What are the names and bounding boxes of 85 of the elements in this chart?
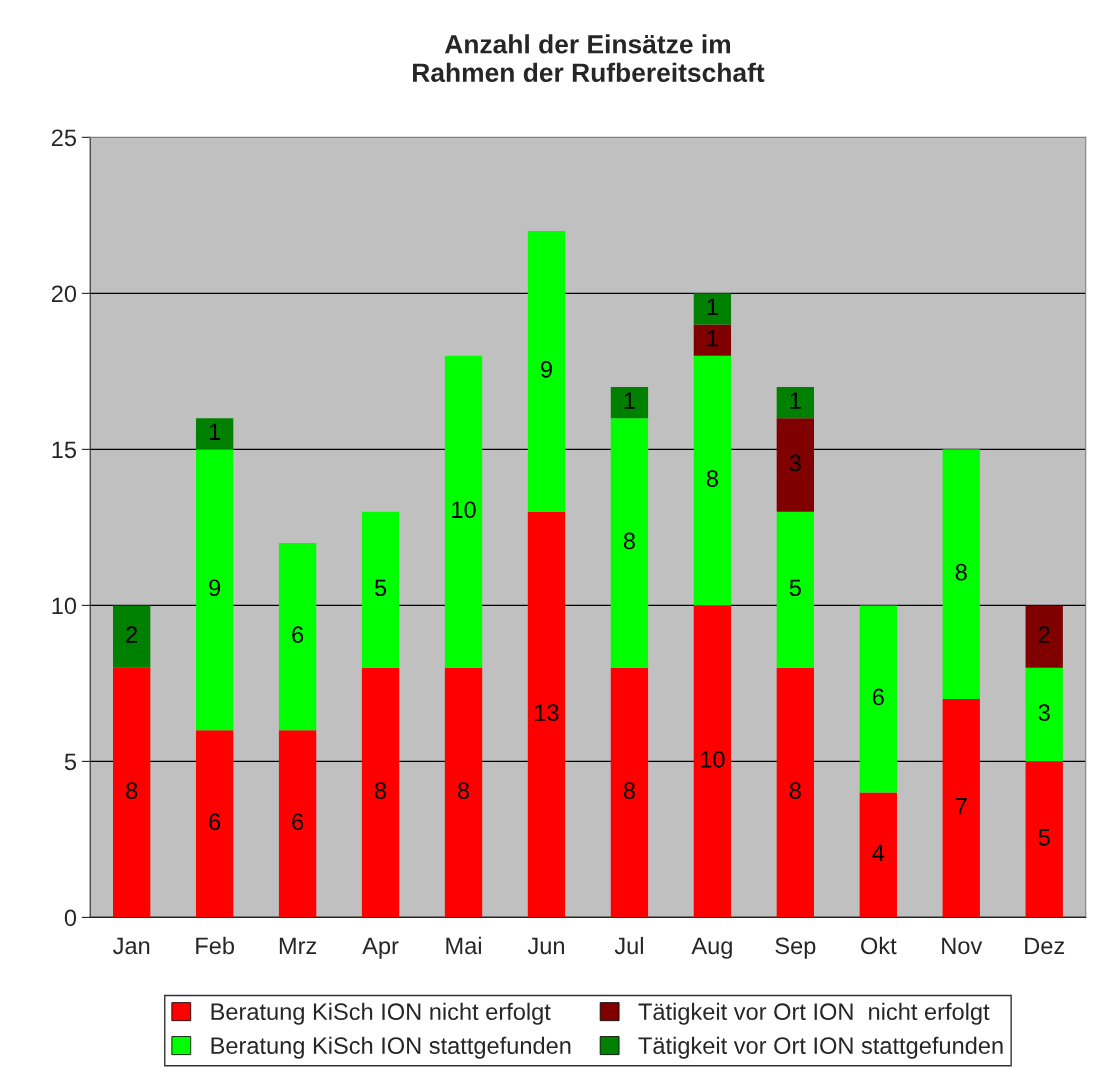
data-label: 5: [1038, 829, 1050, 846]
y-tick-label: 10: [52, 597, 77, 615]
legend-label: Beratung KiSch ION stattgefunden: [211, 1036, 571, 1059]
x-tick-label: Okt: [861, 936, 897, 955]
data-label: 6: [292, 813, 304, 831]
bar: [776, 418, 815, 512]
x-tick-label: Nov: [942, 937, 983, 955]
data-label: 1: [790, 392, 801, 409]
bar: [942, 699, 980, 918]
bar: [278, 730, 317, 918]
bar: [444, 667, 483, 918]
data-label: 2: [126, 626, 138, 643]
bar: [1025, 761, 1063, 918]
x-tick-label: Jan: [113, 937, 150, 955]
data-label: 8: [789, 782, 801, 799]
bar: [776, 511, 815, 668]
data-label: 13: [535, 704, 559, 721]
data-label: 8: [623, 782, 635, 799]
x-tick-label: Mai: [446, 936, 481, 955]
legend-label: Tätigkeit vor Ort ION stattgefunden: [638, 1036, 1003, 1059]
data-label: 5: [789, 579, 801, 597]
legend-label: Beratung KiSch ION nicht erfolgt: [211, 1002, 551, 1025]
bar: [942, 449, 980, 699]
bar: [859, 792, 897, 918]
data-label: 3: [789, 454, 801, 472]
bar: [1025, 667, 1063, 762]
x-tick-label: Sep: [775, 937, 816, 959]
bar: [859, 605, 897, 793]
data-label: 9: [209, 579, 221, 597]
bar: [693, 355, 732, 606]
data-label: 8: [623, 532, 635, 550]
data-label: 7: [955, 798, 967, 815]
bar: [113, 605, 151, 668]
bar: [361, 511, 400, 668]
x-tick-label: Feb: [196, 936, 234, 955]
bar: [1025, 605, 1063, 668]
x-tick-label: Jul: [614, 936, 643, 955]
bar: [610, 386, 649, 419]
x-tick-label: Apr: [362, 937, 399, 959]
y-tick-label: 0: [64, 909, 77, 927]
data-label: 9: [541, 360, 552, 378]
x-tick-label: Jun: [527, 937, 564, 955]
x-tick-label: Mrz: [279, 937, 317, 954]
y-tick-label: 25: [51, 129, 77, 147]
data-label: 6: [872, 688, 884, 706]
x-tick-label: Aug: [691, 937, 732, 959]
bar: [361, 667, 400, 918]
data-label: 6: [209, 813, 221, 831]
bar: [113, 667, 151, 918]
bar: [776, 386, 815, 419]
data-label: 8: [126, 782, 138, 799]
bar: [527, 230, 566, 512]
bar: [610, 667, 649, 918]
data-label: 3: [1038, 704, 1050, 721]
data-label: 6: [292, 626, 304, 643]
legend-label: Tätigkeit vor Ort ION nicht erfolgt: [638, 1002, 990, 1025]
data-label: 10: [701, 751, 725, 768]
y-tick-label: 5: [64, 753, 77, 771]
data-label: 8: [955, 563, 967, 581]
y-tick-label: 15: [52, 441, 77, 459]
y-tick-label: 20: [51, 285, 77, 303]
bar: [693, 605, 732, 918]
data-label: 1: [209, 423, 221, 440]
data-label: 2: [1038, 626, 1050, 643]
bar: [195, 449, 234, 731]
data-label: 1: [707, 330, 718, 347]
data-label: 1: [624, 392, 635, 409]
data-label: 10: [452, 501, 476, 519]
bar: [195, 418, 234, 450]
data-label: 8: [457, 782, 470, 799]
bar: [610, 418, 649, 668]
bar: [776, 667, 815, 918]
data-label: 5: [374, 579, 387, 597]
bar: [527, 511, 566, 918]
chart-title: Anzahl der Einsätze im Rahmen der Rufbereitschaft: [413, 34, 765, 83]
data-label: 4: [872, 844, 885, 862]
data-label: 8: [706, 470, 718, 487]
data-label: 8: [375, 782, 387, 799]
data-label: 1: [707, 298, 718, 316]
bar: [278, 542, 317, 731]
bar: [195, 730, 234, 918]
bar: [693, 293, 732, 325]
bar: [444, 355, 483, 668]
bar: [693, 324, 732, 356]
x-tick-label: Dez: [1025, 937, 1065, 955]
